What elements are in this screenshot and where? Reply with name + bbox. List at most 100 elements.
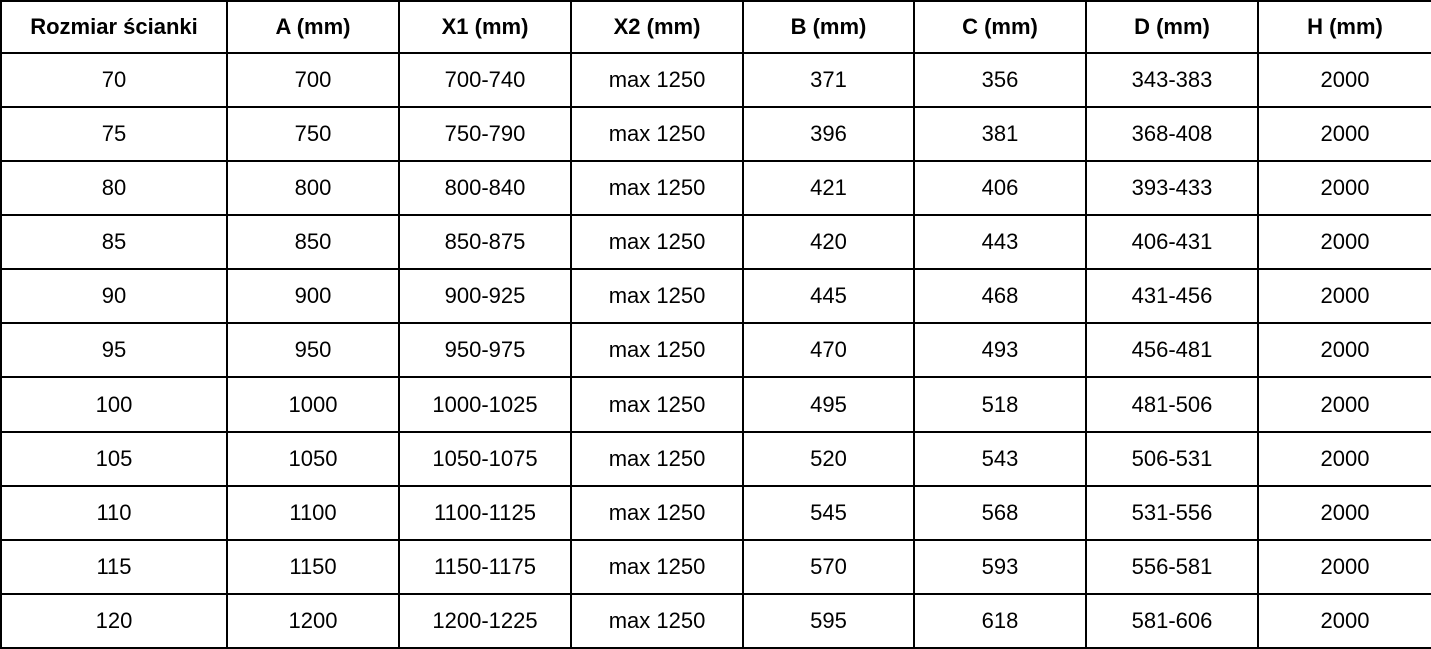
table-cell: 120 <box>0 592 228 649</box>
table-row: 105 1050 1050-1075 max 1250 520 543 506-531 200… <box>0 430 1431 487</box>
table-cell: 950-975 <box>398 322 572 379</box>
header-row: Rozmiar ścianki A (mm) X1 (mm) X2 (mm) B… <box>0 0 1431 54</box>
table-cell: 396 <box>742 106 915 163</box>
table-cell: 518 <box>913 376 1087 433</box>
table-cell: 2000 <box>1257 376 1431 433</box>
table-row: 100 1000 1000-1025 max 1250 495 518 481-506 200… <box>0 376 1431 433</box>
table-cell: 75 <box>0 106 228 163</box>
table-cell: 1200-1225 <box>398 592 572 649</box>
table-cell: 1200 <box>226 592 400 649</box>
table-row: 70 700 700-740 max 1250 371 356 343-383 2000 <box>0 51 1431 109</box>
table-cell: 1000 <box>226 376 400 433</box>
table-row: 115 1150 1150-1175 max 1250 570 593 556-581 200… <box>0 538 1431 595</box>
table-cell: 1000-1025 <box>398 376 572 433</box>
table-cell: 1050 <box>226 430 400 487</box>
table-cell: 1100 <box>226 484 400 541</box>
table-cell: 593 <box>913 538 1087 595</box>
table-cell: 520 <box>742 430 915 487</box>
table-cell: 800 <box>226 160 400 217</box>
table-cell: 1150 <box>226 538 400 595</box>
table-cell: 700 <box>226 51 400 109</box>
table-cell: 371 <box>742 51 915 109</box>
table-cell: 2000 <box>1257 592 1431 649</box>
table-cell: 470 <box>742 322 915 379</box>
table-cell: 900-925 <box>398 268 572 325</box>
table-cell: max 1250 <box>570 376 744 433</box>
table-cell: 556-581 <box>1085 538 1259 595</box>
table-cell: 356 <box>913 51 1087 109</box>
column-header-d-mm: D (mm) <box>1085 0 1259 54</box>
table-row: 75 750 750-790 max 1250 396 381 368-408 2000 <box>0 106 1431 163</box>
table-row: 120 1200 1200-1225 max 1250 595 618 581-606 200… <box>0 592 1431 649</box>
table-cell: 85 <box>0 214 228 271</box>
table-cell: 700-740 <box>398 51 572 109</box>
table-cell: 2000 <box>1257 484 1431 541</box>
table-cell: max 1250 <box>570 51 744 109</box>
table-cell: 506-531 <box>1085 430 1259 487</box>
table-cell: 2000 <box>1257 214 1431 271</box>
table-cell: 900 <box>226 268 400 325</box>
column-header-x2-mm: X2 (mm) <box>570 0 744 54</box>
table-cell: 850-875 <box>398 214 572 271</box>
table-cell: 800-840 <box>398 160 572 217</box>
table-cell: 850 <box>226 214 400 271</box>
table-cell: 2000 <box>1257 322 1431 379</box>
table-cell: 80 <box>0 160 228 217</box>
table-cell: max 1250 <box>570 592 744 649</box>
table-cell: 568 <box>913 484 1087 541</box>
table-cell: 545 <box>742 484 915 541</box>
table-cell: 2000 <box>1257 430 1431 487</box>
column-header-c-mm: C (mm) <box>913 0 1087 54</box>
table-cell: 443 <box>913 214 1087 271</box>
table-cell: 95 <box>0 322 228 379</box>
table-cell: 468 <box>913 268 1087 325</box>
table-cell: 950 <box>226 322 400 379</box>
table-cell: max 1250 <box>570 322 744 379</box>
table-cell: max 1250 <box>570 484 744 541</box>
table-cell: 343-383 <box>1085 51 1259 109</box>
table-cell: 420 <box>742 214 915 271</box>
table-body: 70 700 700-740 max 1250 371 356 343-383 2000 75 7… <box>0 51 1431 649</box>
column-header-rozmiar-scianki: Rozmiar ścianki <box>0 0 228 54</box>
table-cell: max 1250 <box>570 430 744 487</box>
table-cell: 431-456 <box>1085 268 1259 325</box>
column-header-h-mm: H (mm) <box>1257 0 1431 54</box>
table-cell: 493 <box>913 322 1087 379</box>
table-cell: 1050-1075 <box>398 430 572 487</box>
table-cell: 1100-1125 <box>398 484 572 541</box>
table-cell: max 1250 <box>570 160 744 217</box>
table-cell: 595 <box>742 592 915 649</box>
table-cell: 456-481 <box>1085 322 1259 379</box>
column-header-b-mm: B (mm) <box>742 0 915 54</box>
table-cell: 368-408 <box>1085 106 1259 163</box>
table-cell: 543 <box>913 430 1087 487</box>
table-cell: 750 <box>226 106 400 163</box>
table-cell: max 1250 <box>570 538 744 595</box>
table-cell: 2000 <box>1257 106 1431 163</box>
table-cell: 115 <box>0 538 228 595</box>
column-header-a-mm: A (mm) <box>226 0 400 54</box>
column-header-x1-mm: X1 (mm) <box>398 0 572 54</box>
table-cell: 750-790 <box>398 106 572 163</box>
table-row: 80 800 800-840 max 1250 421 406 393-433 2000 <box>0 160 1431 217</box>
table-cell: max 1250 <box>570 214 744 271</box>
table-row: 95 950 950-975 max 1250 470 493 456-481 2000 <box>0 322 1431 379</box>
table-cell: 531-556 <box>1085 484 1259 541</box>
table-cell: 570 <box>742 538 915 595</box>
table-cell: 70 <box>0 51 228 109</box>
table-row: 110 1100 1100-1125 max 1250 545 568 531-556 200… <box>0 484 1431 541</box>
table-cell: 1150-1175 <box>398 538 572 595</box>
table-cell: 445 <box>742 268 915 325</box>
table-cell: 406-431 <box>1085 214 1259 271</box>
table-cell: 100 <box>0 376 228 433</box>
table-cell: 110 <box>0 484 228 541</box>
table-cell: 381 <box>913 106 1087 163</box>
table-row: 90 900 900-925 max 1250 445 468 431-456 2000 <box>0 268 1431 325</box>
table-row: 85 850 850-875 max 1250 420 443 406-431 2000 <box>0 214 1431 271</box>
table-cell: max 1250 <box>570 106 744 163</box>
table-cell: 105 <box>0 430 228 487</box>
table-cell: 2000 <box>1257 160 1431 217</box>
table-cell: 495 <box>742 376 915 433</box>
